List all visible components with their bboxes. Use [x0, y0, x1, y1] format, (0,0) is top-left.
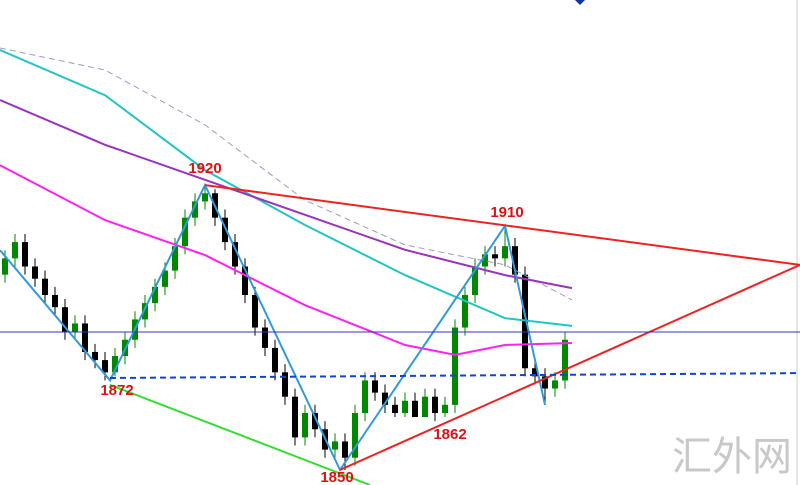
candle-body	[542, 376, 548, 389]
candle-body	[12, 242, 18, 259]
candle-body	[382, 392, 388, 405]
candle-body	[112, 356, 118, 373]
candle-body	[102, 360, 108, 373]
candle-body	[442, 404, 448, 413]
candle-body	[552, 380, 558, 389]
candle-body	[352, 412, 358, 458]
candle-body	[152, 286, 158, 304]
candle-body	[422, 396, 428, 418]
candle-body	[52, 294, 58, 308]
candle-body	[412, 400, 418, 418]
candle-body	[362, 380, 368, 413]
candle-body	[432, 396, 438, 413]
candle-body	[272, 347, 278, 373]
candle-body	[242, 266, 248, 295]
watermark: 汇外网	[672, 434, 792, 480]
candle-body	[252, 294, 258, 328]
candle-body	[502, 246, 508, 259]
candle-body	[172, 246, 178, 271]
candle-body	[222, 217, 228, 243]
candle-body	[332, 441, 338, 450]
candle-body	[62, 307, 68, 332]
indicator-line	[0, 182, 546, 472]
candle-body	[22, 242, 28, 267]
candle-body	[462, 294, 468, 328]
candle-body	[82, 323, 88, 352]
indicator-line	[0, 49, 573, 327]
candle-body	[302, 412, 308, 438]
indicator-line	[109, 372, 800, 379]
candle-body	[262, 327, 268, 348]
candle-body	[2, 258, 8, 275]
pivot-label: 1850	[320, 469, 353, 485]
candle-body	[202, 193, 208, 202]
candle-body	[92, 351, 98, 361]
candle-body	[532, 368, 538, 377]
indicator-line	[109, 383, 371, 485]
candle-body	[142, 303, 148, 320]
candle-body	[182, 217, 188, 247]
indicator-line	[0, 99, 573, 290]
indicator-line	[0, 164, 573, 356]
pivot-label: 1920	[188, 160, 221, 177]
candle-body	[562, 339, 568, 381]
candle-body	[32, 266, 38, 279]
candle-body	[342, 441, 348, 458]
candle-body	[282, 372, 288, 397]
candle-body	[312, 412, 318, 430]
top-marker	[575, 0, 585, 5]
candle-body	[452, 327, 458, 405]
pivot-label: 1910	[490, 204, 523, 221]
candle-body	[372, 380, 378, 393]
candle-body	[472, 266, 478, 295]
pivot-label: 1862	[433, 426, 466, 443]
candle-body	[402, 400, 408, 413]
candle-body	[392, 404, 398, 413]
candle-body	[42, 278, 48, 295]
indicator-line	[339, 263, 800, 471]
pivot-label: 1872	[100, 382, 133, 399]
indicator-line	[204, 184, 800, 266]
candle-body	[512, 246, 518, 275]
candle-body	[292, 396, 298, 438]
candle-body	[162, 270, 168, 287]
candle-body	[192, 201, 198, 218]
candle-body	[232, 242, 238, 267]
candle-body	[72, 323, 78, 332]
candle-body	[492, 254, 498, 259]
candle-body	[482, 254, 488, 267]
